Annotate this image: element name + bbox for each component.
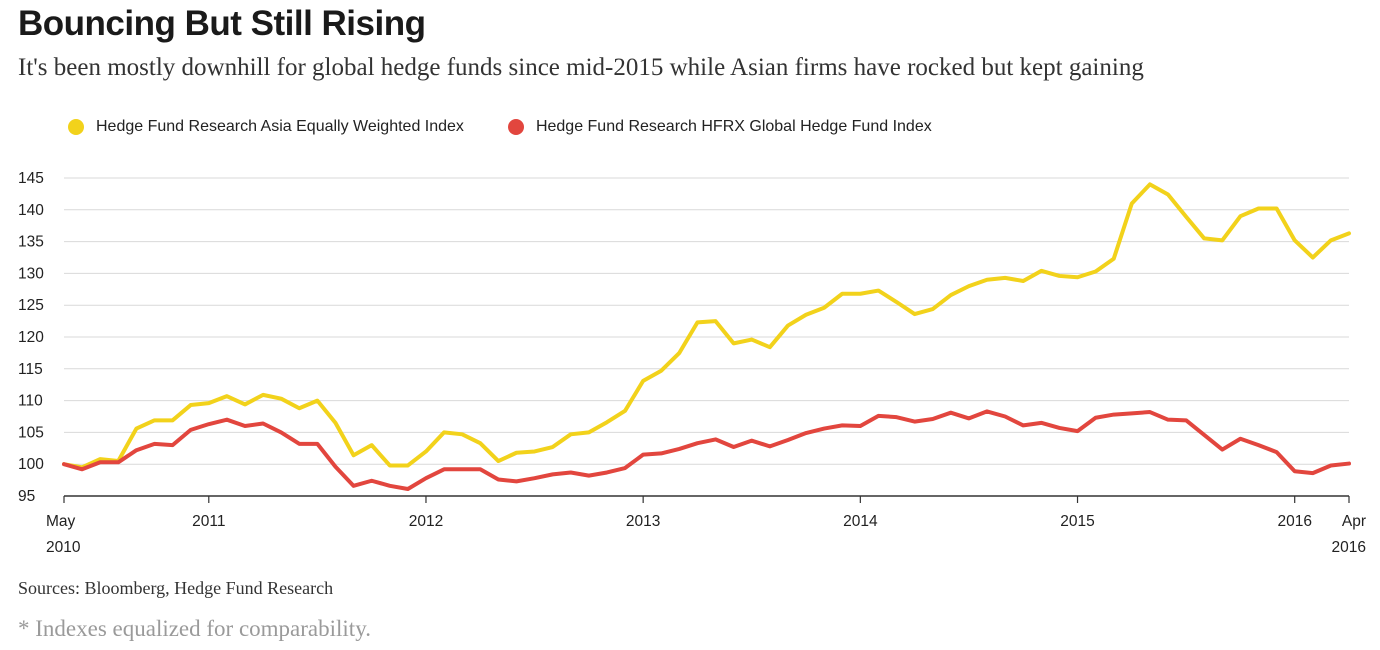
y-tick-label-125: 125 bbox=[18, 297, 44, 314]
x-tick-label-2013-01: 2013 bbox=[626, 513, 660, 530]
legend-label-asia: Hedge Fund Research Asia Equally Weighte… bbox=[96, 118, 464, 135]
chart-subtitle: It's been mostly downhill for global hed… bbox=[18, 54, 1144, 81]
y-tick-label-135: 135 bbox=[18, 234, 44, 251]
y-tick-label-110: 110 bbox=[18, 393, 43, 410]
legend-swatch-global bbox=[507, 119, 524, 135]
legend-swatch-asia bbox=[68, 119, 84, 135]
x-tick-label-2010-05: May bbox=[46, 513, 76, 530]
x-tick-label-2011-01: 2011 bbox=[192, 513, 225, 530]
x-tick-label-2015-01: 2015 bbox=[1060, 513, 1094, 530]
legend-item-global: Hedge Fund Research HFRX Global Hedge Fu… bbox=[507, 118, 932, 136]
y-tick-label-95: 95 bbox=[18, 488, 35, 505]
x-tick-label-2014-01: 2014 bbox=[843, 513, 878, 530]
line-chart: 95 100 105 110 115 120 125 130 135 140 145 May 2010 2… bbox=[18, 170, 1366, 556]
y-tick-label-120: 120 bbox=[18, 329, 44, 346]
legend-label-global: Hedge Fund Research HFRX Global Hedge Fu… bbox=[535, 118, 932, 135]
footnote: * Indexes equalized for comparability. bbox=[18, 616, 371, 641]
y-tick-label-115: 115 bbox=[18, 361, 43, 378]
x-tick-sublabel-2010-05: 2010 bbox=[46, 539, 81, 556]
y-tick-label-100: 100 bbox=[18, 456, 44, 473]
legend-item-asia: Hedge Fund Research Asia Equally Weighte… bbox=[68, 118, 464, 136]
x-tick-sublabel-2016-04: 2016 bbox=[1332, 539, 1366, 556]
y-tick-label-140: 140 bbox=[18, 202, 44, 219]
series-line-global bbox=[62, 409, 1351, 491]
y-tick-label-145: 145 bbox=[18, 170, 44, 187]
legend: Hedge Fund Research Asia Equally Weighte… bbox=[68, 118, 976, 136]
x-tick-label-2012-01: 2012 bbox=[409, 513, 443, 530]
series-line-asia bbox=[62, 182, 1351, 470]
x-tick-label-2016-01: 2016 bbox=[1277, 513, 1311, 530]
source-note: Sources: Bloomberg, Hedge Fund Research bbox=[18, 578, 334, 598]
y-tick-label-130: 130 bbox=[18, 265, 44, 282]
chart-title: Bouncing But Still Rising bbox=[18, 4, 426, 43]
x-tick-label-2016-04: Apr bbox=[1342, 513, 1366, 530]
y-tick-label-105: 105 bbox=[18, 424, 44, 441]
